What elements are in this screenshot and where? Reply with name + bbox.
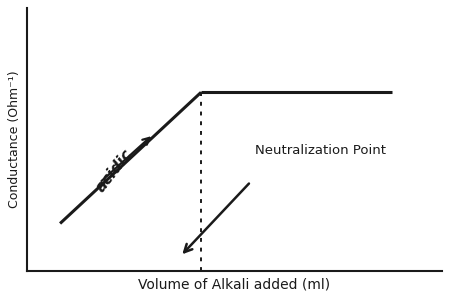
Text: Neutralization Point: Neutralization Point xyxy=(255,143,386,157)
Y-axis label: Conductance (Ohm⁻¹): Conductance (Ohm⁻¹) xyxy=(9,71,21,208)
Text: acidic: acidic xyxy=(93,147,135,195)
X-axis label: Volume of Alkali added (ml): Volume of Alkali added (ml) xyxy=(138,278,330,292)
